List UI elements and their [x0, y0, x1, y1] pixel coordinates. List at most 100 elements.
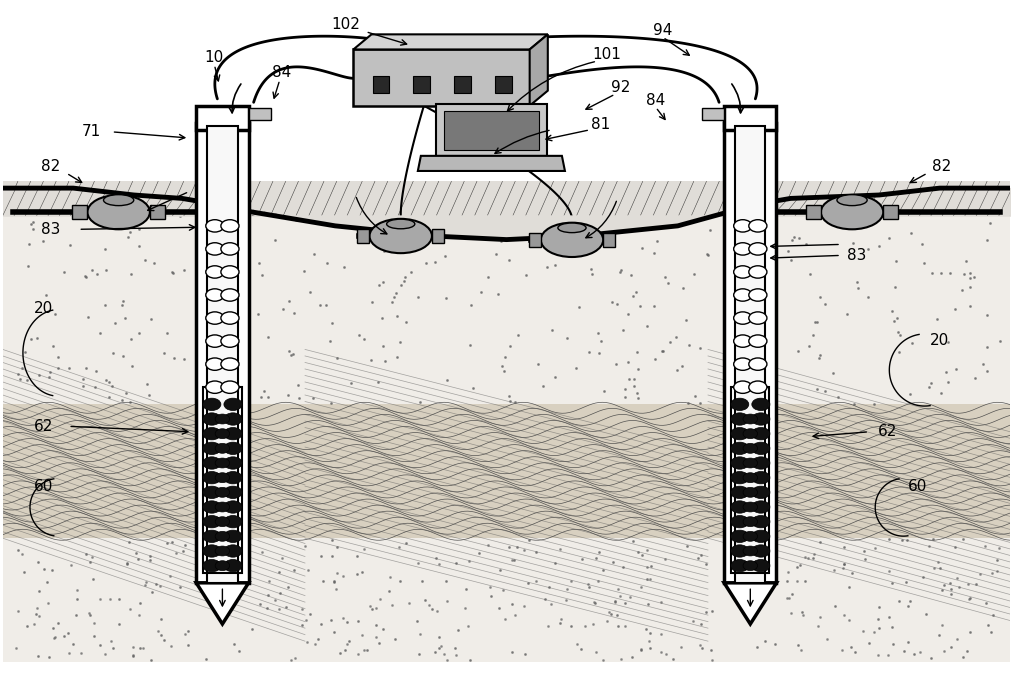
Point [553, 613, 569, 624]
Point [114, 394, 131, 406]
Point [437, 251, 453, 262]
Point [132, 598, 148, 609]
Text: 84: 84 [272, 65, 292, 80]
Point [305, 392, 321, 403]
Bar [724, 106, 777, 130]
Ellipse shape [821, 195, 883, 229]
Point [142, 554, 158, 565]
Point [143, 313, 159, 325]
Circle shape [744, 502, 758, 512]
Point [87, 381, 103, 392]
Point [617, 383, 633, 394]
Circle shape [752, 442, 770, 455]
Circle shape [752, 560, 770, 572]
Circle shape [749, 312, 767, 325]
Circle shape [752, 486, 770, 498]
Circle shape [730, 545, 749, 557]
Bar [204, 388, 241, 572]
Polygon shape [530, 35, 548, 106]
Point [676, 282, 692, 293]
Point [372, 593, 388, 604]
Point [420, 599, 437, 610]
Point [176, 629, 192, 640]
Point [356, 644, 372, 655]
Point [607, 597, 623, 608]
Point [883, 305, 900, 316]
Point [802, 268, 819, 280]
Point [113, 300, 130, 311]
Point [783, 608, 799, 619]
Circle shape [752, 530, 770, 543]
Point [633, 581, 649, 592]
Point [510, 215, 526, 226]
Point [799, 553, 815, 564]
Bar [413, 76, 430, 93]
Circle shape [752, 413, 770, 425]
Point [797, 575, 813, 586]
Point [989, 565, 1005, 576]
Point [517, 648, 533, 659]
Point [42, 651, 58, 662]
Polygon shape [417, 156, 565, 171]
Bar [3, 404, 1010, 538]
Point [69, 585, 85, 596]
Point [50, 617, 66, 628]
Point [48, 308, 64, 319]
Point [985, 610, 1001, 621]
Point [797, 551, 813, 562]
Point [288, 214, 304, 225]
Point [749, 641, 765, 653]
Point [835, 562, 851, 573]
Point [615, 561, 631, 572]
Point [692, 639, 708, 650]
Point [836, 542, 852, 553]
Point [980, 620, 996, 631]
Point [539, 262, 555, 273]
Point [159, 327, 175, 338]
Point [652, 596, 669, 607]
Point [323, 614, 339, 626]
Point [321, 336, 337, 347]
Point [558, 594, 574, 606]
Point [880, 565, 897, 576]
Point [798, 238, 814, 249]
Point [334, 571, 350, 582]
Point [956, 268, 972, 279]
Point [350, 648, 367, 659]
Point [175, 354, 191, 365]
Circle shape [749, 289, 767, 301]
Point [847, 647, 863, 658]
Point [25, 619, 42, 630]
Point [296, 266, 312, 277]
Point [412, 628, 428, 639]
Point [29, 650, 46, 662]
Point [439, 595, 455, 606]
Point [645, 300, 661, 311]
Point [933, 388, 949, 399]
Point [669, 364, 685, 375]
Bar [883, 206, 899, 219]
Point [171, 582, 187, 593]
Point [121, 232, 137, 243]
Circle shape [752, 428, 770, 440]
Point [152, 581, 168, 592]
Point [120, 558, 136, 569]
Point [870, 649, 886, 660]
Point [412, 397, 428, 408]
Point [793, 645, 809, 656]
Point [610, 583, 626, 594]
Point [620, 309, 636, 320]
Circle shape [730, 560, 749, 572]
Circle shape [224, 530, 242, 543]
Point [105, 347, 122, 358]
Ellipse shape [370, 219, 432, 253]
Point [992, 336, 1008, 347]
Point [73, 648, 89, 659]
Circle shape [744, 458, 758, 468]
Point [180, 626, 197, 637]
Point [586, 597, 602, 608]
Point [121, 536, 137, 547]
Circle shape [744, 517, 758, 527]
Point [855, 626, 871, 637]
Point [123, 334, 139, 345]
